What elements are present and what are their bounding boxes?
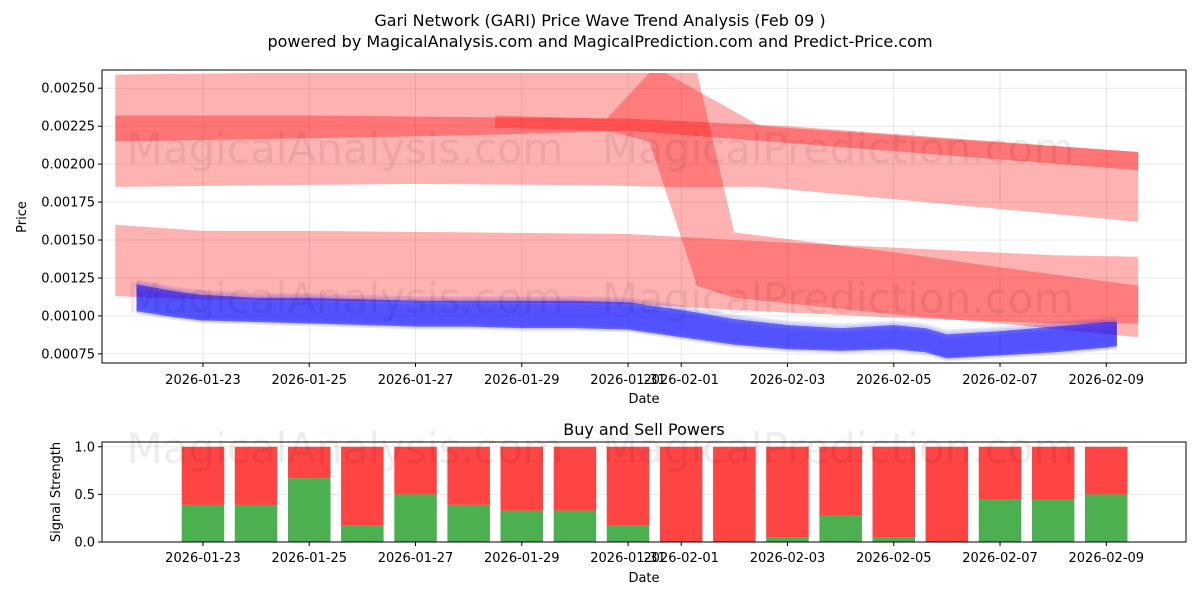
signal-xtick-label: 2026-01-29 [484,551,560,566]
price-xtick-label: 2026-02-07 [962,373,1038,388]
signal-bars [181,446,1128,542]
buy-bar [978,499,1022,542]
chart-subtitle: powered by MagicalAnalysis.com and Magic… [267,32,932,51]
price-xtick-label: 2026-01-29 [484,373,560,388]
price-xtick-label: 2026-02-03 [750,373,826,388]
watermark-prediction-top: MagicalPrediction.com [602,124,1075,173]
price-panel: MagicalAnalysis.com MagicalPrediction.co… [15,69,1187,407]
signal-chart-title: Buy and Sell Powers [563,420,725,439]
price-y-axis: 0.00250 0.00225 0.00200 0.00175 0.00150 0.001… [41,82,102,362]
signal-ytick-label: 1.0 [74,440,95,455]
watermark-prediction-bottom: MagicalPrediction.com [602,424,1075,473]
signal-xtick-label: 2026-01-25 [271,551,347,566]
buy-bar [766,537,809,542]
signal-y-axis-label: Signal Strength [49,442,64,542]
price-ytick-label: 0.00225 [41,120,95,135]
signal-plot-frame [101,441,1187,543]
price-plot-frame [101,69,1187,364]
signal-x-axis: 2026-01-23 2026-01-25 2026-01-27 2026-01-29… [165,542,1144,566]
price-xtick-label: 2026-02-05 [856,373,932,388]
sell-bar [181,446,225,505]
price-y-axis-label: Price [15,201,30,233]
crossing-wave-band [495,73,1139,338]
price-ytick-label: 0.00250 [41,82,95,97]
buy-bar [234,504,278,542]
upper-wave-band [115,73,1139,222]
buy-bar [606,525,650,542]
watermark-analysis-top: MagicalAnalysis.com [127,124,564,173]
price-xtick-label: 2026-01-31 [590,373,666,388]
signal-xtick-label: 2026-01-27 [378,551,454,566]
watermark-analysis-bottom: MagicalAnalysis.com [127,424,564,473]
chart-title: Gari Network (GARI) Price Wave Trend Ana… [374,11,825,30]
signal-ytick-label: 0.5 [74,488,95,503]
buy-bar [1031,499,1075,542]
watermark-prediction-mid: MagicalPrediction.com [602,274,1075,323]
price-xtick-label: 2026-01-25 [271,373,347,388]
price-xtick-label: 2026-02-01 [643,373,719,388]
upper-core-band [115,115,1139,171]
buy-bar [447,504,490,542]
price-ytick-label: 0.00125 [41,271,95,286]
sell-bar [394,446,437,495]
price-wave-main [136,284,1117,359]
sell-bar [341,446,384,526]
sell-bar [925,446,969,542]
signal-xtick-label: 2026-01-31 [590,551,666,566]
buy-bar [341,525,384,542]
sell-bar [819,446,862,516]
price-bands [115,73,1139,338]
buy-bar [500,510,543,542]
sell-bar [234,446,278,505]
signal-xtick-label: 2026-02-05 [856,551,932,566]
sell-bar [659,446,703,542]
price-xtick-label: 2026-02-09 [1069,373,1145,388]
price-ytick-label: 0.00200 [41,158,95,173]
buy-bar [288,478,331,542]
signal-xtick-label: 2026-02-01 [643,551,719,566]
sell-bar [447,446,490,505]
signal-x-axis-label: Date [628,571,659,586]
sell-bar [713,446,756,542]
sell-bar [606,446,650,526]
signal-ytick-label: 0.0 [74,536,95,551]
sell-bar [553,446,597,511]
price-xtick-label: 2026-01-27 [378,373,454,388]
price-x-axis-label: Date [628,392,659,407]
signal-xtick-label: 2026-02-03 [750,551,826,566]
buy-bar [181,504,225,542]
signal-xtick-label: 2026-02-09 [1069,551,1145,566]
price-x-axis: 2026-01-23 2026-01-25 2026-01-27 2026-01-29… [165,363,1144,388]
watermark-analysis-mid: MagicalAnalysis.com [127,274,564,323]
sell-bar [500,446,543,511]
buy-bar [1085,494,1128,542]
sell-bar [766,446,809,538]
sell-bar [872,446,915,538]
signal-panel: Buy and Sell Powers MagicalAnalysis.com … [49,420,1187,586]
sell-bar [288,446,331,479]
buy-bar [394,494,437,542]
sell-bar [1085,446,1128,495]
lower-wave-band [115,224,1139,324]
price-series [136,279,1117,362]
price-ytick-label: 0.00150 [41,234,95,249]
price-ytick-label: 0.00100 [41,309,95,324]
signal-xtick-label: 2026-01-23 [165,551,241,566]
buy-bar [819,515,862,542]
price-ytick-label: 0.00175 [41,196,95,211]
signal-y-axis: 0.0 0.5 1.0 [74,440,102,551]
sell-bar [1031,446,1075,500]
buy-bar [553,510,597,542]
buy-bar [872,537,915,542]
sell-bar [978,446,1022,500]
price-xtick-label: 2026-01-23 [165,373,241,388]
signal-xtick-label: 2026-02-07 [962,551,1038,566]
price-ytick-label: 0.00075 [41,347,95,362]
